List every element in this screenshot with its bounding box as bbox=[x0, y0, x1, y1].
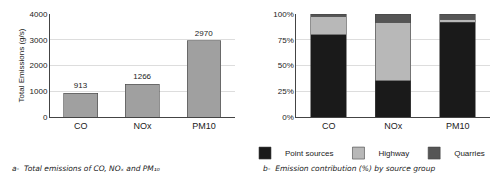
svg-text:Total Emissions (g/s): Total Emissions (g/s) bbox=[17, 28, 26, 102]
svg-text:b- Emission contribution (%): b- Emission contribution (%) by source g… bbox=[263, 164, 435, 173]
svg-text:3000: 3000 bbox=[30, 36, 48, 45]
svg-text:2970: 2970 bbox=[195, 29, 213, 38]
svg-text:PM10: PM10 bbox=[192, 121, 216, 131]
svg-text:0: 0 bbox=[43, 113, 48, 122]
svg-text:a- Total emissions of CO, NOₓ: a- Total emissions of CO, NOₓ and PM₁₀ bbox=[12, 164, 160, 173]
svg-text:1266: 1266 bbox=[133, 72, 151, 81]
svg-text:Highway: Highway bbox=[378, 149, 409, 158]
svg-text:0%: 0% bbox=[282, 113, 294, 122]
svg-text:25%: 25% bbox=[278, 87, 294, 96]
svg-text:2000: 2000 bbox=[30, 61, 48, 70]
svg-text:4000: 4000 bbox=[30, 10, 48, 19]
svg-text:100%: 100% bbox=[273, 10, 293, 19]
svg-text:913: 913 bbox=[74, 81, 88, 90]
svg-text:75%: 75% bbox=[278, 36, 294, 45]
svg-text:Quarries: Quarries bbox=[454, 149, 485, 158]
svg-text:CO: CO bbox=[322, 121, 336, 131]
svg-text:Point sources: Point sources bbox=[285, 149, 333, 158]
svg-text:CO: CO bbox=[74, 121, 88, 131]
svg-text:NOx: NOx bbox=[384, 121, 403, 131]
svg-text:1000: 1000 bbox=[30, 87, 48, 96]
svg-text:NOx: NOx bbox=[133, 121, 152, 131]
svg-text:PM10: PM10 bbox=[446, 121, 470, 131]
svg-text:50%: 50% bbox=[278, 61, 294, 70]
